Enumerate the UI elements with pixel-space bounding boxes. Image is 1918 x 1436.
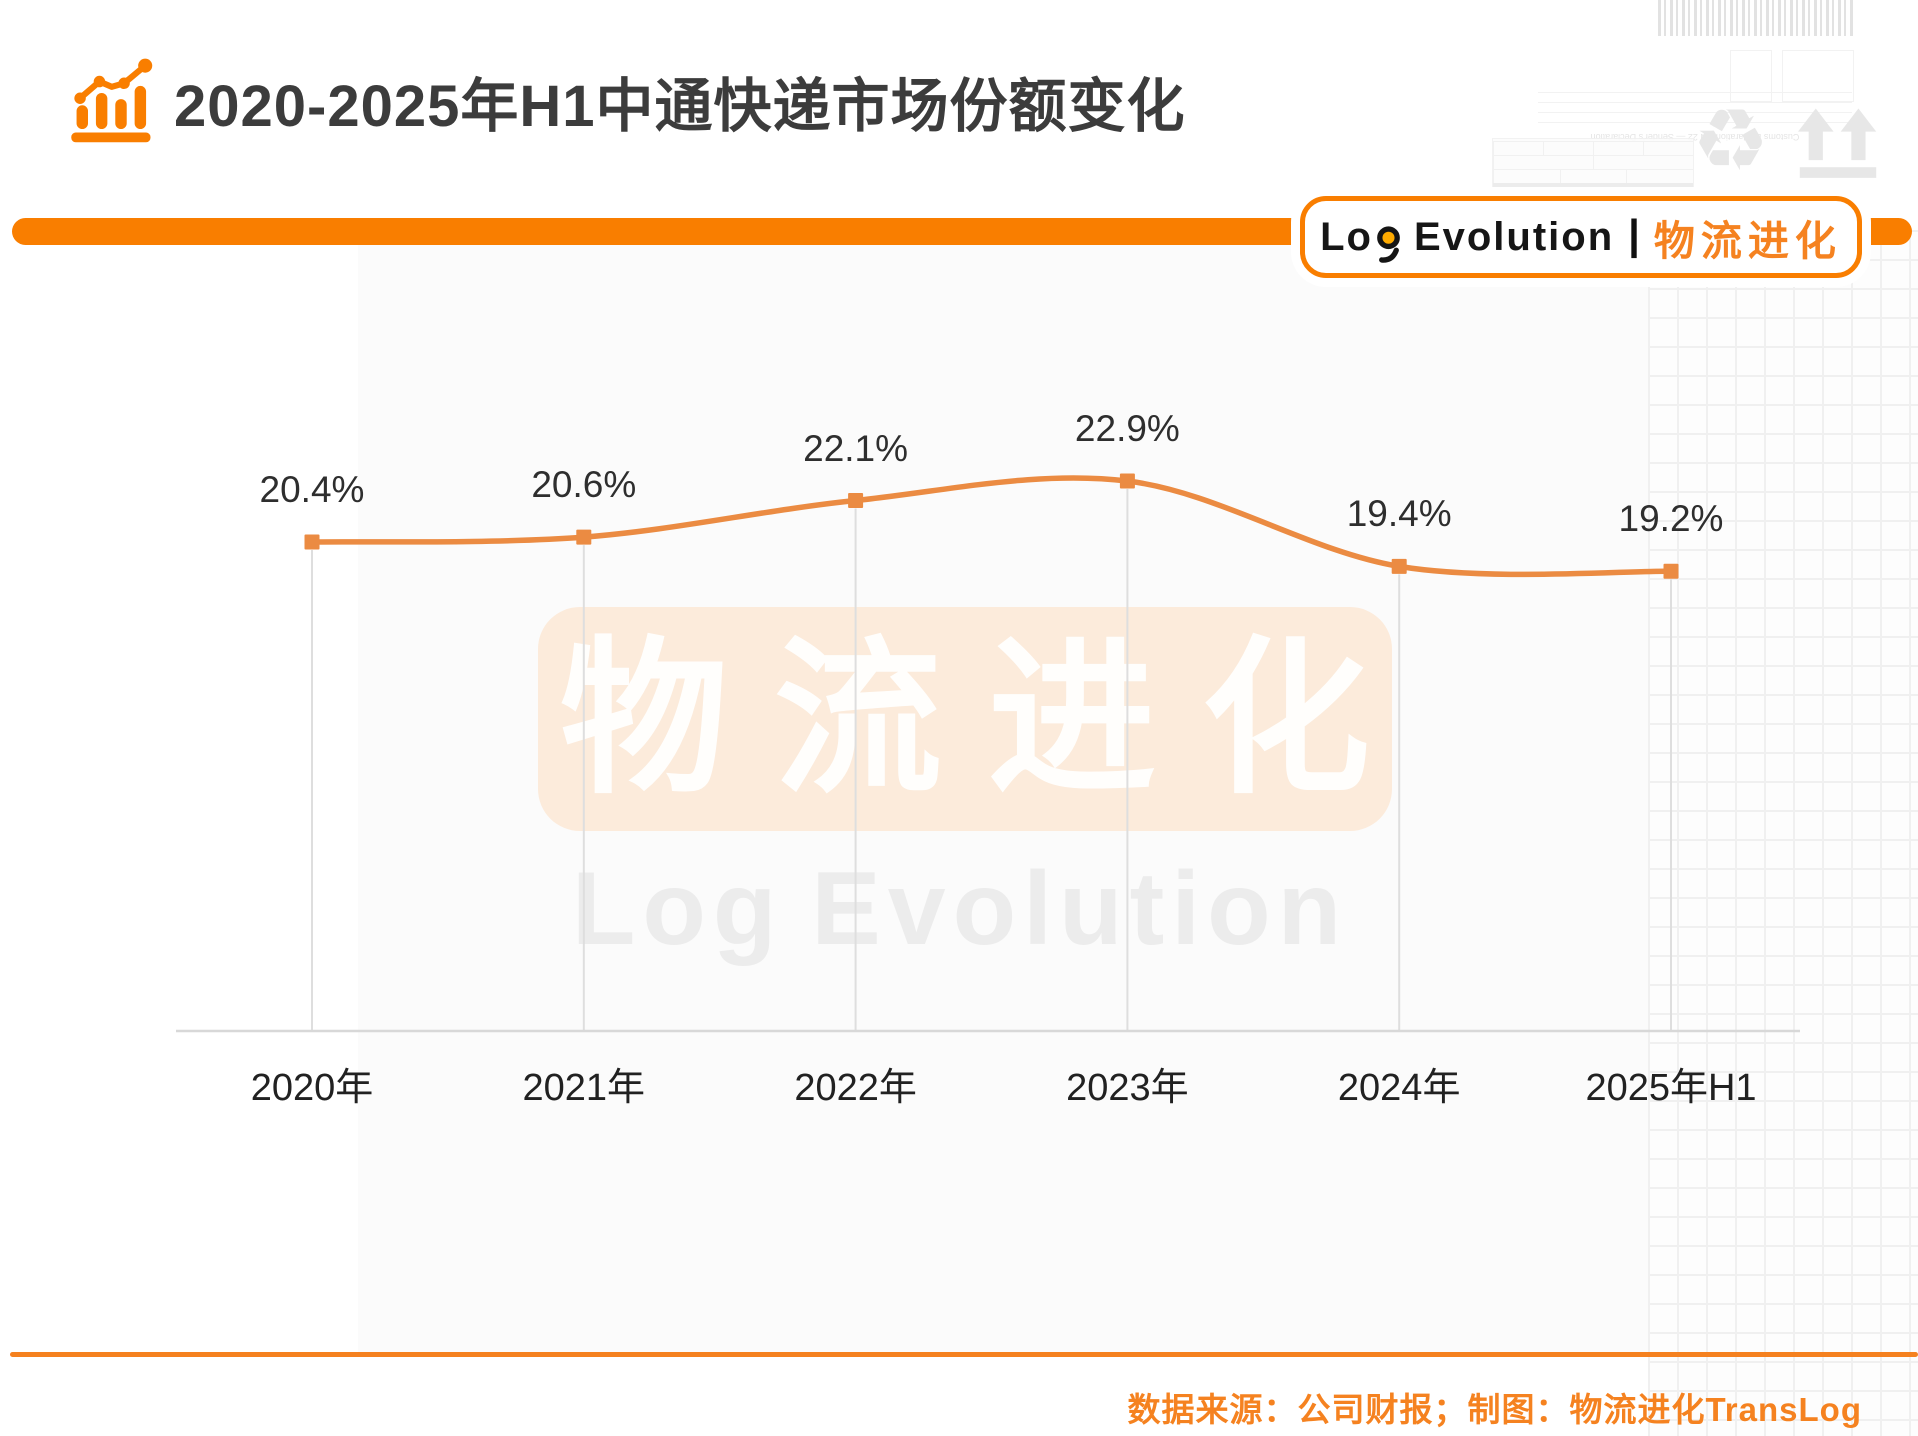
bar-chart-trend-icon: [71, 58, 153, 143]
watermark-cn-text: 物流进化: [560, 625, 1416, 813]
footer-divider-line: [10, 1352, 1918, 1357]
recycle-icon: ♻: [1692, 93, 1770, 189]
grid-paper-background: [1648, 230, 1918, 1436]
this-side-up-icon: [1798, 108, 1877, 178]
watermark-g-letter: g: [712, 851, 784, 967]
logo-text-suffix: Evolution: [1413, 214, 1615, 259]
brand-logo-cn: 物流进化: [1653, 218, 1842, 264]
postal-use-only-decoration: POSTAL USE ONLY: [1492, 138, 1694, 200]
data-label: 19.4%: [1346, 493, 1452, 535]
watermark-en-suffix: Evolution: [811, 851, 1349, 967]
data-label: 22.9%: [1074, 408, 1180, 449]
data-label: 19.2%: [1618, 498, 1724, 540]
x-axis-label: 2023年: [1066, 1067, 1189, 1109]
brand-logo-en: Lo Evolution: [1320, 214, 1615, 263]
data-label: 20.6%: [531, 464, 637, 506]
customs-form-box: [1782, 50, 1854, 102]
badge-separator: |: [1628, 211, 1640, 258]
logo-g-icon: [1377, 225, 1400, 263]
watermark-en-prefix: Lo: [571, 851, 713, 967]
barcode-decoration: [1658, 0, 1854, 36]
brand-badge: Lo Evolution | 物流进化: [1300, 196, 1862, 278]
watermark-en-text: Lo g Evolution: [520, 850, 1400, 969]
logo-text-prefix: Lo: [1320, 214, 1373, 259]
data-point-marker: [304, 534, 320, 550]
x-axis-label: 2020年: [250, 1067, 374, 1109]
x-axis-label: 2024年: [1337, 1067, 1461, 1109]
data-label: 20.4%: [259, 469, 365, 510]
page-title: 2020-2025年H1中通快递市场份额变化: [174, 74, 1186, 139]
watermark-block: 物流进化: [538, 607, 1392, 831]
data-label: 22.1%: [803, 427, 909, 469]
source-credit-text: 数据来源：公司财报；制图：物流进化TransLog: [1127, 1391, 1862, 1428]
x-axis-label: 2025年H1: [1585, 1067, 1757, 1109]
x-axis-label: 2021年: [522, 1067, 646, 1109]
x-axis-label: 2022年: [794, 1067, 917, 1109]
